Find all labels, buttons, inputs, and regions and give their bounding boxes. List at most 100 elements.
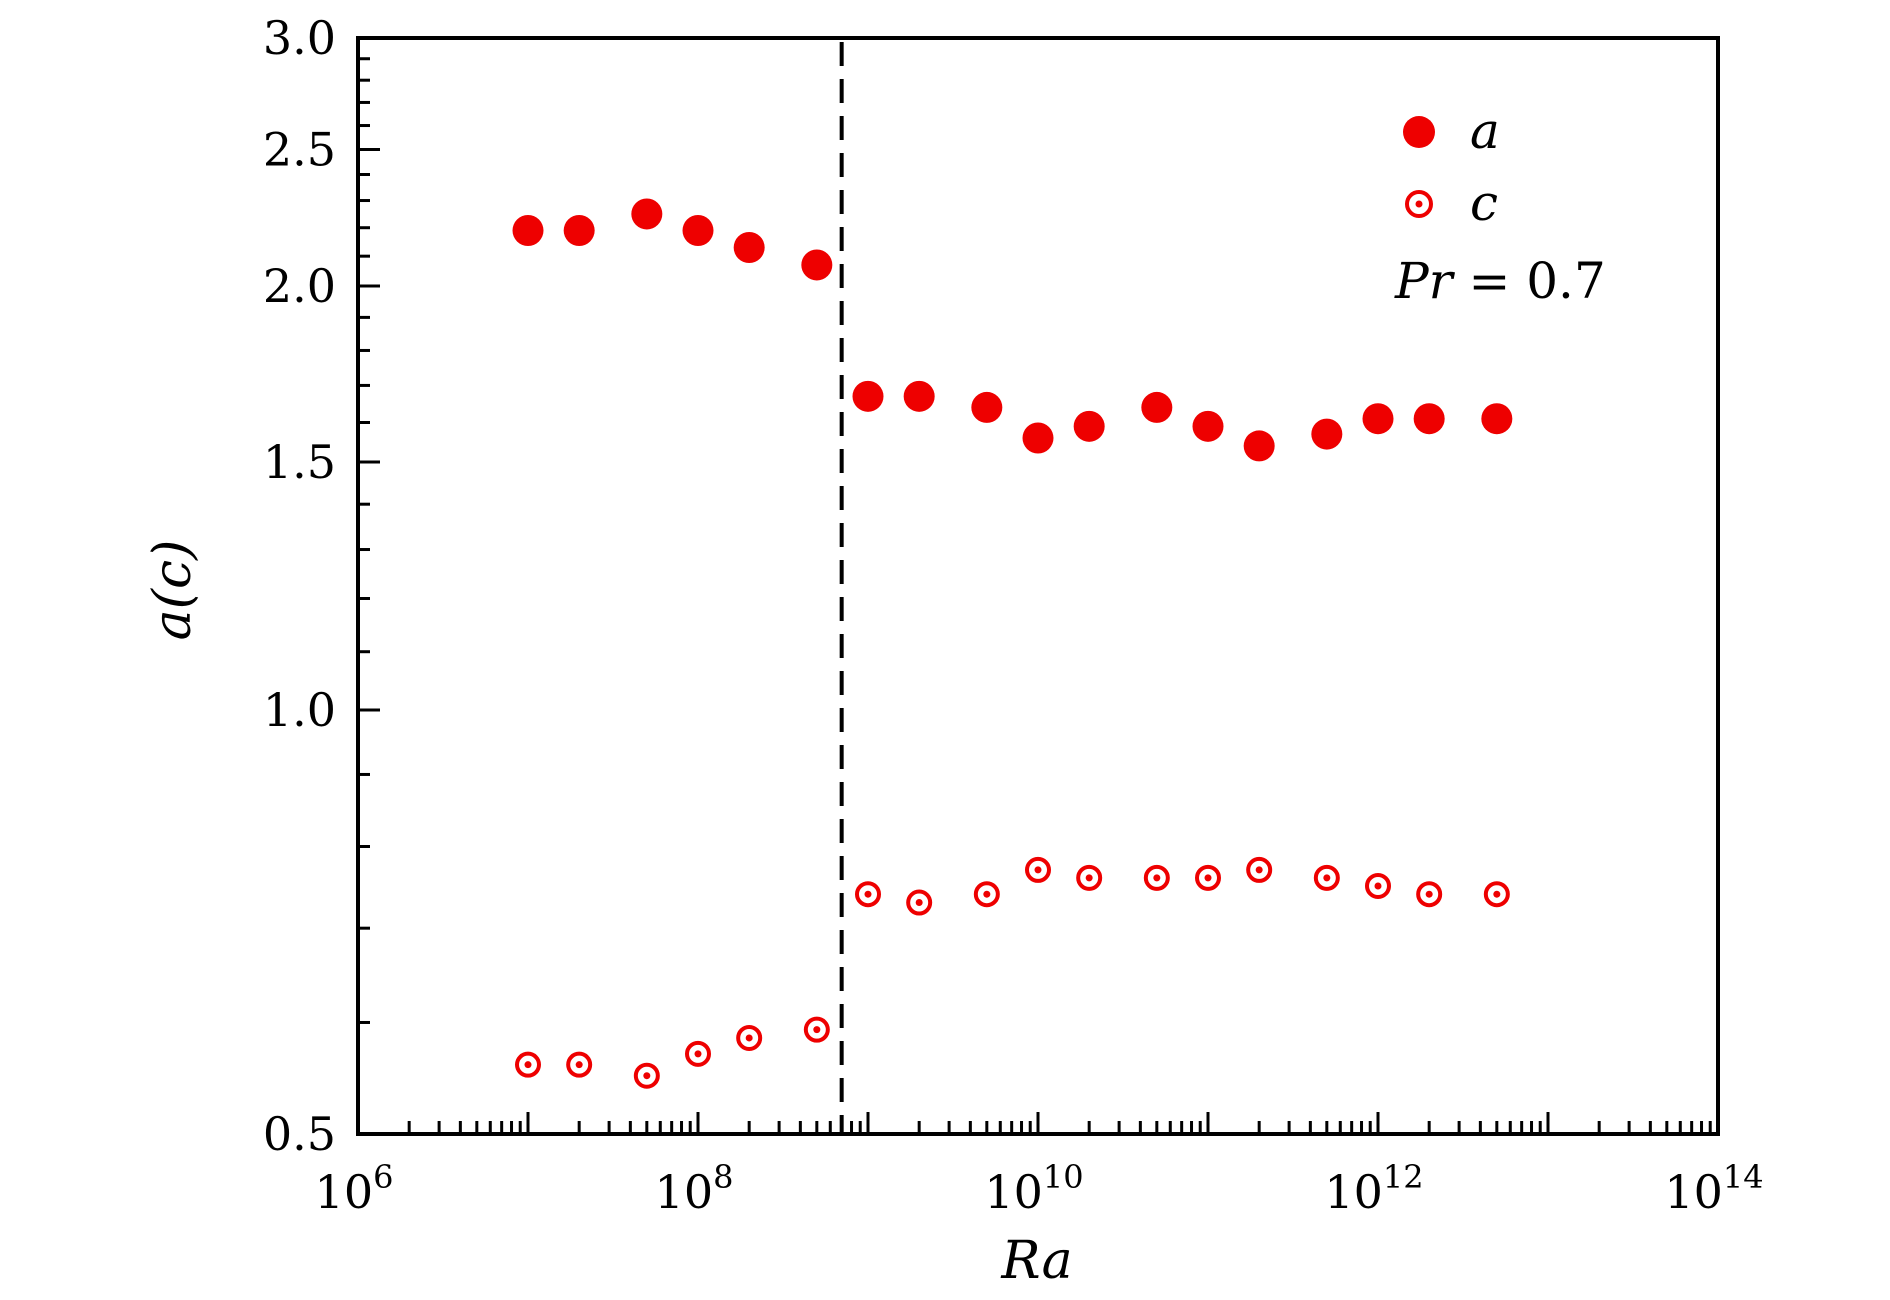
- y-axis-title: a(c): [143, 540, 203, 641]
- point-c: [1076, 864, 1103, 891]
- point-center-dot: [1085, 874, 1093, 882]
- point-center-dot: [1493, 890, 1501, 898]
- x-tick-exponent: 8: [713, 1158, 733, 1196]
- point-a: [1311, 418, 1343, 450]
- point-a: [852, 380, 884, 412]
- point-ring: [906, 889, 933, 916]
- legend-marker-c: [1405, 190, 1433, 218]
- x-tick-base: 10: [1664, 1165, 1723, 1219]
- y-tick-label: 2.0: [263, 259, 336, 313]
- point-center-dot: [1255, 866, 1263, 874]
- point-c: [515, 1051, 541, 1078]
- point-ring: [1195, 864, 1221, 891]
- point-a: [563, 215, 595, 247]
- legend-label-a: a: [1470, 102, 1500, 160]
- y-tick-label: 1.0: [263, 683, 336, 737]
- point-c: [685, 1040, 711, 1067]
- point-a: [1362, 403, 1394, 435]
- point-a: [512, 215, 544, 247]
- point-ring: [973, 881, 1000, 908]
- point-center-dot: [915, 899, 923, 907]
- point-a: [733, 231, 765, 263]
- x-tick-base: 10: [655, 1165, 714, 1219]
- point-c: [855, 881, 881, 908]
- x-tick-exponent: 6: [373, 1158, 393, 1196]
- x-tick-label: 1012: [1324, 1158, 1423, 1219]
- point-center-dot: [524, 1061, 532, 1069]
- y-tick-label: 1.5: [263, 435, 336, 489]
- point-a: [1192, 410, 1224, 442]
- x-tick-base: 10: [1324, 1165, 1383, 1219]
- point-ring: [855, 881, 881, 908]
- x-axis-title: Ra: [1000, 1231, 1072, 1291]
- point-c: [1365, 872, 1391, 899]
- point-center-dot: [1034, 866, 1042, 874]
- x-tick-base: 10: [315, 1165, 374, 1219]
- legend-marker-c-dot: [1415, 200, 1423, 208]
- x-tick-label: 1010: [984, 1158, 1083, 1219]
- point-a: [903, 380, 935, 412]
- point-ring: [1143, 864, 1170, 891]
- point-center-dot: [643, 1072, 651, 1080]
- x-tick-label: 108: [655, 1158, 734, 1219]
- point-c: [973, 881, 1000, 908]
- point-a: [1481, 403, 1513, 435]
- point-center-dot: [983, 890, 991, 898]
- pr-annotation: Pr = 0.7: [1394, 252, 1606, 310]
- legend: a c: [1403, 102, 1500, 232]
- x-tick-exponent: 10: [1043, 1158, 1084, 1196]
- point-center-dot: [813, 1026, 821, 1034]
- ticks-layer: [356, 36, 1720, 1136]
- point-ring: [515, 1051, 541, 1078]
- point-a: [1243, 430, 1275, 462]
- point-ring: [736, 1024, 763, 1051]
- x-tick-label: 106: [315, 1158, 394, 1219]
- y-tick-label: 0.5: [263, 1107, 336, 1161]
- point-ring: [1416, 881, 1443, 908]
- point-c: [736, 1024, 763, 1051]
- point-a: [1413, 403, 1445, 435]
- point-center-dot: [864, 890, 872, 898]
- point-c: [803, 1016, 830, 1043]
- point-c: [1143, 864, 1170, 891]
- marks-layer: [512, 198, 1513, 1089]
- point-center-dot: [575, 1061, 583, 1069]
- point-ring: [685, 1040, 711, 1067]
- point-a: [1073, 410, 1105, 442]
- point-a: [1141, 391, 1173, 423]
- point-c: [1313, 864, 1340, 891]
- plot-frame: [356, 36, 1720, 1136]
- point-ring: [803, 1016, 830, 1043]
- point-ring: [1076, 864, 1103, 891]
- point-a: [682, 215, 714, 247]
- point-c: [1416, 881, 1443, 908]
- pr-annotation-eq: =: [1453, 252, 1527, 310]
- point-ring: [1246, 856, 1273, 883]
- x-tick-exponent: 12: [1383, 1158, 1424, 1196]
- x-tick-base: 10: [984, 1165, 1043, 1219]
- point-center-dot: [1374, 882, 1382, 890]
- point-ring: [1313, 864, 1340, 891]
- point-ring: [633, 1062, 660, 1089]
- point-ring: [1483, 881, 1510, 908]
- legend-label-c: c: [1470, 174, 1498, 232]
- point-center-dot: [1153, 874, 1161, 882]
- point-c: [1025, 856, 1051, 883]
- point-center-dot: [1425, 890, 1433, 898]
- point-center-dot: [1204, 874, 1212, 882]
- x-tick-label: 1014: [1664, 1158, 1763, 1219]
- pr-annotation-value: 0.7: [1526, 252, 1606, 310]
- point-c: [1483, 881, 1510, 908]
- y-tick-label: 3.0: [263, 11, 336, 65]
- point-a: [631, 198, 663, 230]
- point-c: [566, 1051, 593, 1078]
- x-tick-exponent: 14: [1723, 1158, 1764, 1196]
- y-tick-label: 2.5: [263, 123, 336, 177]
- pr-annotation-var: Pr: [1394, 252, 1456, 310]
- point-a: [1022, 422, 1054, 454]
- point-a: [801, 249, 833, 281]
- point-c: [1246, 856, 1273, 883]
- point-center-dot: [745, 1034, 753, 1042]
